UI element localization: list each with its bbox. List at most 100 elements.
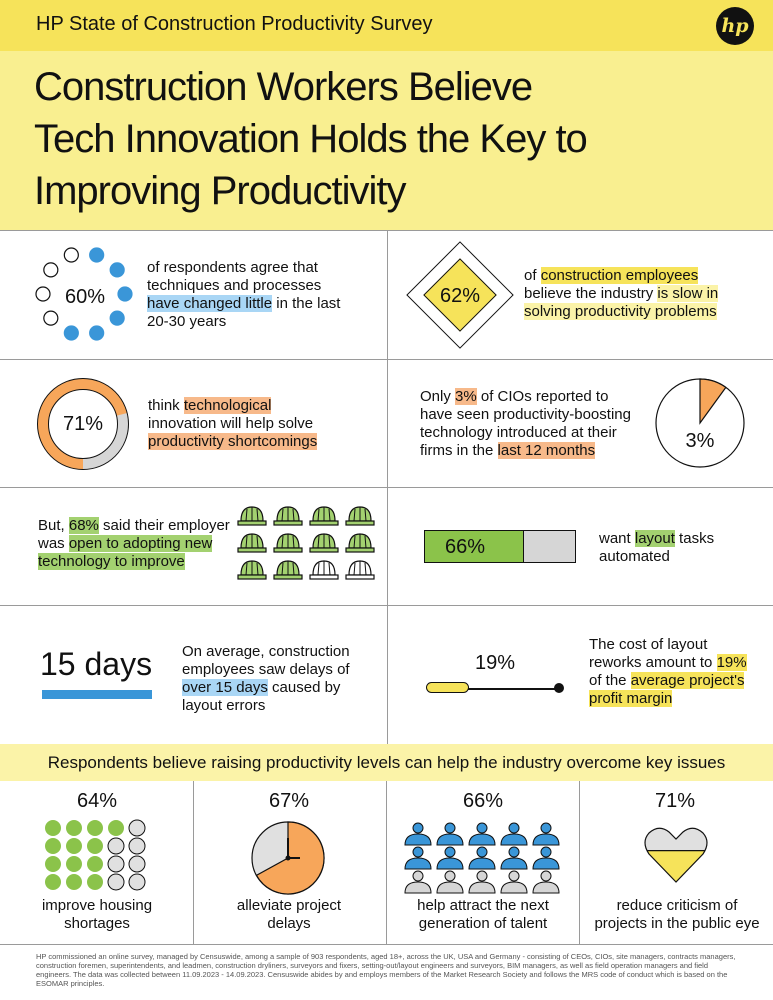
dot-empty xyxy=(43,262,59,278)
stat-3-line-4: firms in the xyxy=(420,442,498,459)
person-head xyxy=(444,846,456,858)
dot-grid-64 xyxy=(45,819,146,891)
divider xyxy=(0,230,773,231)
hard-hat-ridge xyxy=(292,508,295,522)
issue-4-line-2: projects in the public eye xyxy=(594,915,760,932)
person-empty-icon xyxy=(404,870,432,894)
person-empty-icon xyxy=(436,870,464,894)
dot-filled xyxy=(109,310,125,326)
grid-dot-empty xyxy=(107,855,125,873)
person-icon xyxy=(532,846,560,870)
footnote-line-3: engineers. The data was collected betwee… xyxy=(36,970,728,979)
clock-icon xyxy=(251,821,325,895)
issue-3-line-2: generation of talent xyxy=(418,915,548,932)
dot-filled xyxy=(117,286,133,302)
issue-3-pct: 66% xyxy=(462,790,504,812)
hard-hat-icon xyxy=(309,506,339,526)
stat-3-pct: 3% xyxy=(685,430,715,452)
grid-dot-filled xyxy=(45,820,61,836)
issue-1-label: improve housing shortages xyxy=(17,897,177,933)
hard-hat-ridge xyxy=(328,508,331,522)
person-head xyxy=(476,870,488,882)
hard-hat-ridge xyxy=(281,508,284,522)
stat-60-line-1: of respondents agree that xyxy=(147,259,318,276)
hard-hat-ridge xyxy=(317,562,320,576)
stat-15-text: On average, construction employees saw d… xyxy=(182,643,350,715)
hero-title-line-2: Tech Innovation Holds the Key to xyxy=(34,117,588,161)
hard-hat-ridge xyxy=(245,535,248,549)
column-divider xyxy=(387,230,388,744)
stat-66-line-1: want xyxy=(599,530,635,547)
stat-60-highlight: have changed little xyxy=(147,295,273,312)
stat-62-highlight-1: construction employees xyxy=(540,267,699,284)
hard-hat-brim xyxy=(309,547,339,553)
hard-hat-ridge xyxy=(256,535,259,549)
hard-hat-ridge xyxy=(317,535,320,549)
stat-68-highlight-2: open to adopting new xyxy=(68,535,213,552)
person-empty-icon xyxy=(500,870,528,894)
person-head xyxy=(508,822,520,834)
dot-empty xyxy=(43,310,59,326)
stat-3-line-1: Only xyxy=(420,388,456,405)
stat-68-highlight-1: 68% xyxy=(68,517,99,534)
person-icon xyxy=(532,822,560,846)
person-head xyxy=(540,870,552,882)
heart-outline xyxy=(644,827,708,883)
person-head xyxy=(476,822,488,834)
footnote-line-2: construction foremen, superintendents, a… xyxy=(36,961,709,970)
stat-66-highlight: layout xyxy=(634,530,675,547)
stat-15-days: 15 days xyxy=(40,646,153,682)
hard-hat-brim xyxy=(237,520,267,526)
hard-hat-ridge xyxy=(353,508,356,522)
hard-hat-icon xyxy=(273,506,303,526)
grid-dot-filled xyxy=(66,838,82,854)
footer-divider xyxy=(0,944,773,945)
stat-62-pct: 62% xyxy=(439,285,481,307)
stat-62-line-2: believe the industry xyxy=(524,285,658,302)
person-head xyxy=(540,822,552,834)
stat-19-highlight-2: average project's xyxy=(630,672,745,689)
hard-hat-ridge xyxy=(292,535,295,549)
stat-66-text: want layout tasks automated xyxy=(599,530,714,566)
hard-hat-ridge xyxy=(256,562,259,576)
hard-hat-brim xyxy=(345,547,375,553)
dot-ring-60 xyxy=(35,247,133,341)
stat-15-line-3-rest: caused by xyxy=(267,679,341,696)
hard-hat-ridge xyxy=(245,508,248,522)
stat-19-line-1: The cost of layout xyxy=(589,636,708,653)
stat-68-line-2: was xyxy=(38,535,69,552)
dot-filled xyxy=(109,262,125,278)
heart-fill xyxy=(645,850,707,882)
grid-dot-filled xyxy=(66,820,82,836)
hero-title: Construction Workers Believe Tech Innova… xyxy=(34,61,588,217)
person-body xyxy=(532,881,560,894)
issue-divider xyxy=(579,781,580,944)
stat-19-highlight-1: 19% xyxy=(716,654,747,671)
hard-hat-brim xyxy=(273,520,303,526)
person-icon xyxy=(468,822,496,846)
person-body xyxy=(468,857,496,870)
grid-dot-filled xyxy=(108,820,124,836)
person-empty-icon xyxy=(468,870,496,894)
hard-hat-ridge xyxy=(281,535,284,549)
issues-banner: Respondents believe raising productivity… xyxy=(0,744,773,781)
hard-hat-brim xyxy=(345,520,375,526)
dot-filled xyxy=(63,325,79,341)
issue-2-line-2: delays xyxy=(267,915,311,932)
donut-outline-inner xyxy=(48,389,118,459)
person-body xyxy=(500,857,528,870)
hard-hat-ridge xyxy=(256,508,259,522)
hard-hat-brim xyxy=(237,547,267,553)
stat-3-line-2: have seen productivity-boosting xyxy=(420,406,631,423)
grid-dot-filled xyxy=(87,820,103,836)
stat-19-text: The cost of layout reworks amount to 19%… xyxy=(589,636,747,708)
person-head xyxy=(444,870,456,882)
grid-dot-filled xyxy=(87,856,103,872)
issue-3-line-1: help attract the next xyxy=(417,897,549,914)
stat-62-line-1: of xyxy=(524,267,541,284)
issue-1-line-2: shortages xyxy=(64,915,130,932)
hard-hat-icon xyxy=(237,506,267,526)
stat-3-highlight-1: 3% xyxy=(455,388,477,405)
issue-1-line-1: improve housing xyxy=(41,897,153,914)
person-head xyxy=(412,846,424,858)
